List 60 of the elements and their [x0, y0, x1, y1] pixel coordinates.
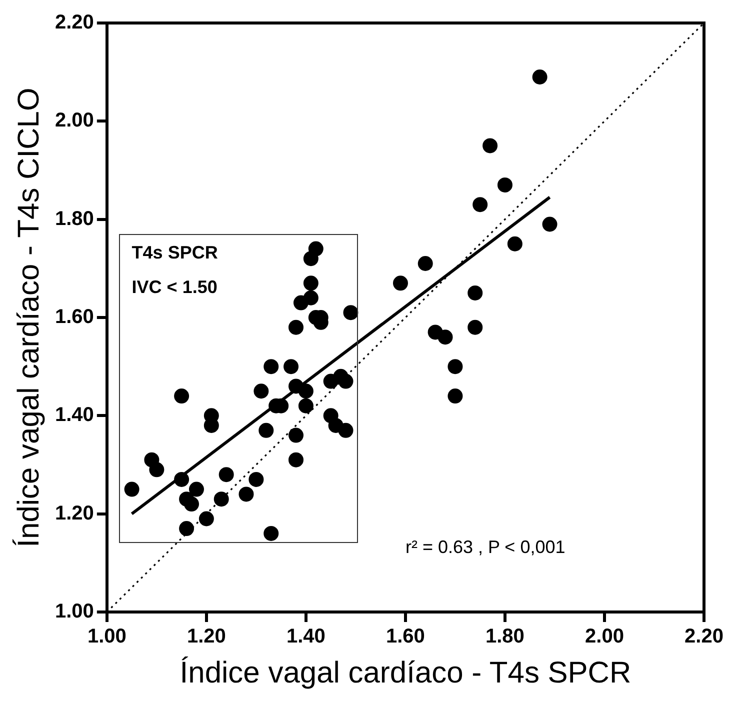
x-tick-label: 2.20: [684, 626, 724, 648]
point: [288, 452, 304, 468]
x-tick-label: 1.60: [386, 626, 425, 648]
point: [264, 526, 279, 541]
point: [303, 276, 318, 291]
point: [448, 359, 463, 374]
point: [438, 330, 453, 345]
point: [179, 521, 194, 536]
point: [258, 422, 274, 438]
point: [338, 422, 354, 438]
point: [497, 177, 512, 192]
x-tick-label: 1.40: [286, 626, 326, 648]
point: [174, 388, 190, 404]
point: [288, 320, 304, 335]
point: [472, 197, 488, 212]
point: [392, 276, 408, 291]
point: [298, 398, 314, 414]
y-tick-label: 1.80: [54, 208, 94, 230]
point: [238, 486, 254, 502]
point: [343, 305, 358, 320]
y-tick-label: 1.00: [54, 600, 94, 623]
annotation: T4s SPCR: [132, 242, 218, 263]
point: [482, 138, 498, 154]
y-tick-label: 1.40: [54, 404, 94, 426]
point: [184, 496, 200, 512]
x-tick-label: 1.80: [486, 626, 524, 648]
y-tick-label: 2.20: [54, 12, 94, 34]
point: [124, 482, 140, 497]
y-tick-label: 1.60: [54, 306, 94, 328]
point: [264, 359, 279, 374]
point: [248, 472, 264, 487]
point: [468, 285, 483, 300]
point: [218, 467, 234, 482]
y-tick-label: 1.20: [54, 502, 94, 524]
point: [308, 241, 324, 256]
point: [338, 374, 354, 389]
x-tick-label: 2.00: [585, 626, 624, 648]
point: [468, 320, 483, 335]
point: [149, 462, 164, 478]
point: [542, 216, 558, 232]
point: [532, 69, 548, 84]
point: [298, 384, 314, 399]
annotation: IVC < 1.50: [132, 277, 218, 298]
x-tick-label: 1.00: [87, 626, 126, 648]
point: [254, 384, 269, 399]
point: [174, 472, 190, 487]
point: [448, 388, 463, 404]
annotation: r² = 0.63 , P < 0,001: [405, 537, 566, 558]
point: [284, 359, 299, 374]
point: [188, 482, 204, 497]
point: [198, 511, 214, 526]
point: [418, 256, 433, 272]
point: [303, 290, 318, 306]
x-axis-title: Índice vagal cardíaco - T4s SPCR: [180, 655, 632, 690]
y-tick-label: 2.00: [54, 110, 94, 132]
point: [214, 492, 229, 507]
point: [507, 236, 522, 252]
point: [288, 428, 304, 443]
y-axis-title: Índice vagal cardíaco - T4s CICLO: [11, 88, 46, 548]
x-tick-label: 1.20: [186, 626, 226, 648]
